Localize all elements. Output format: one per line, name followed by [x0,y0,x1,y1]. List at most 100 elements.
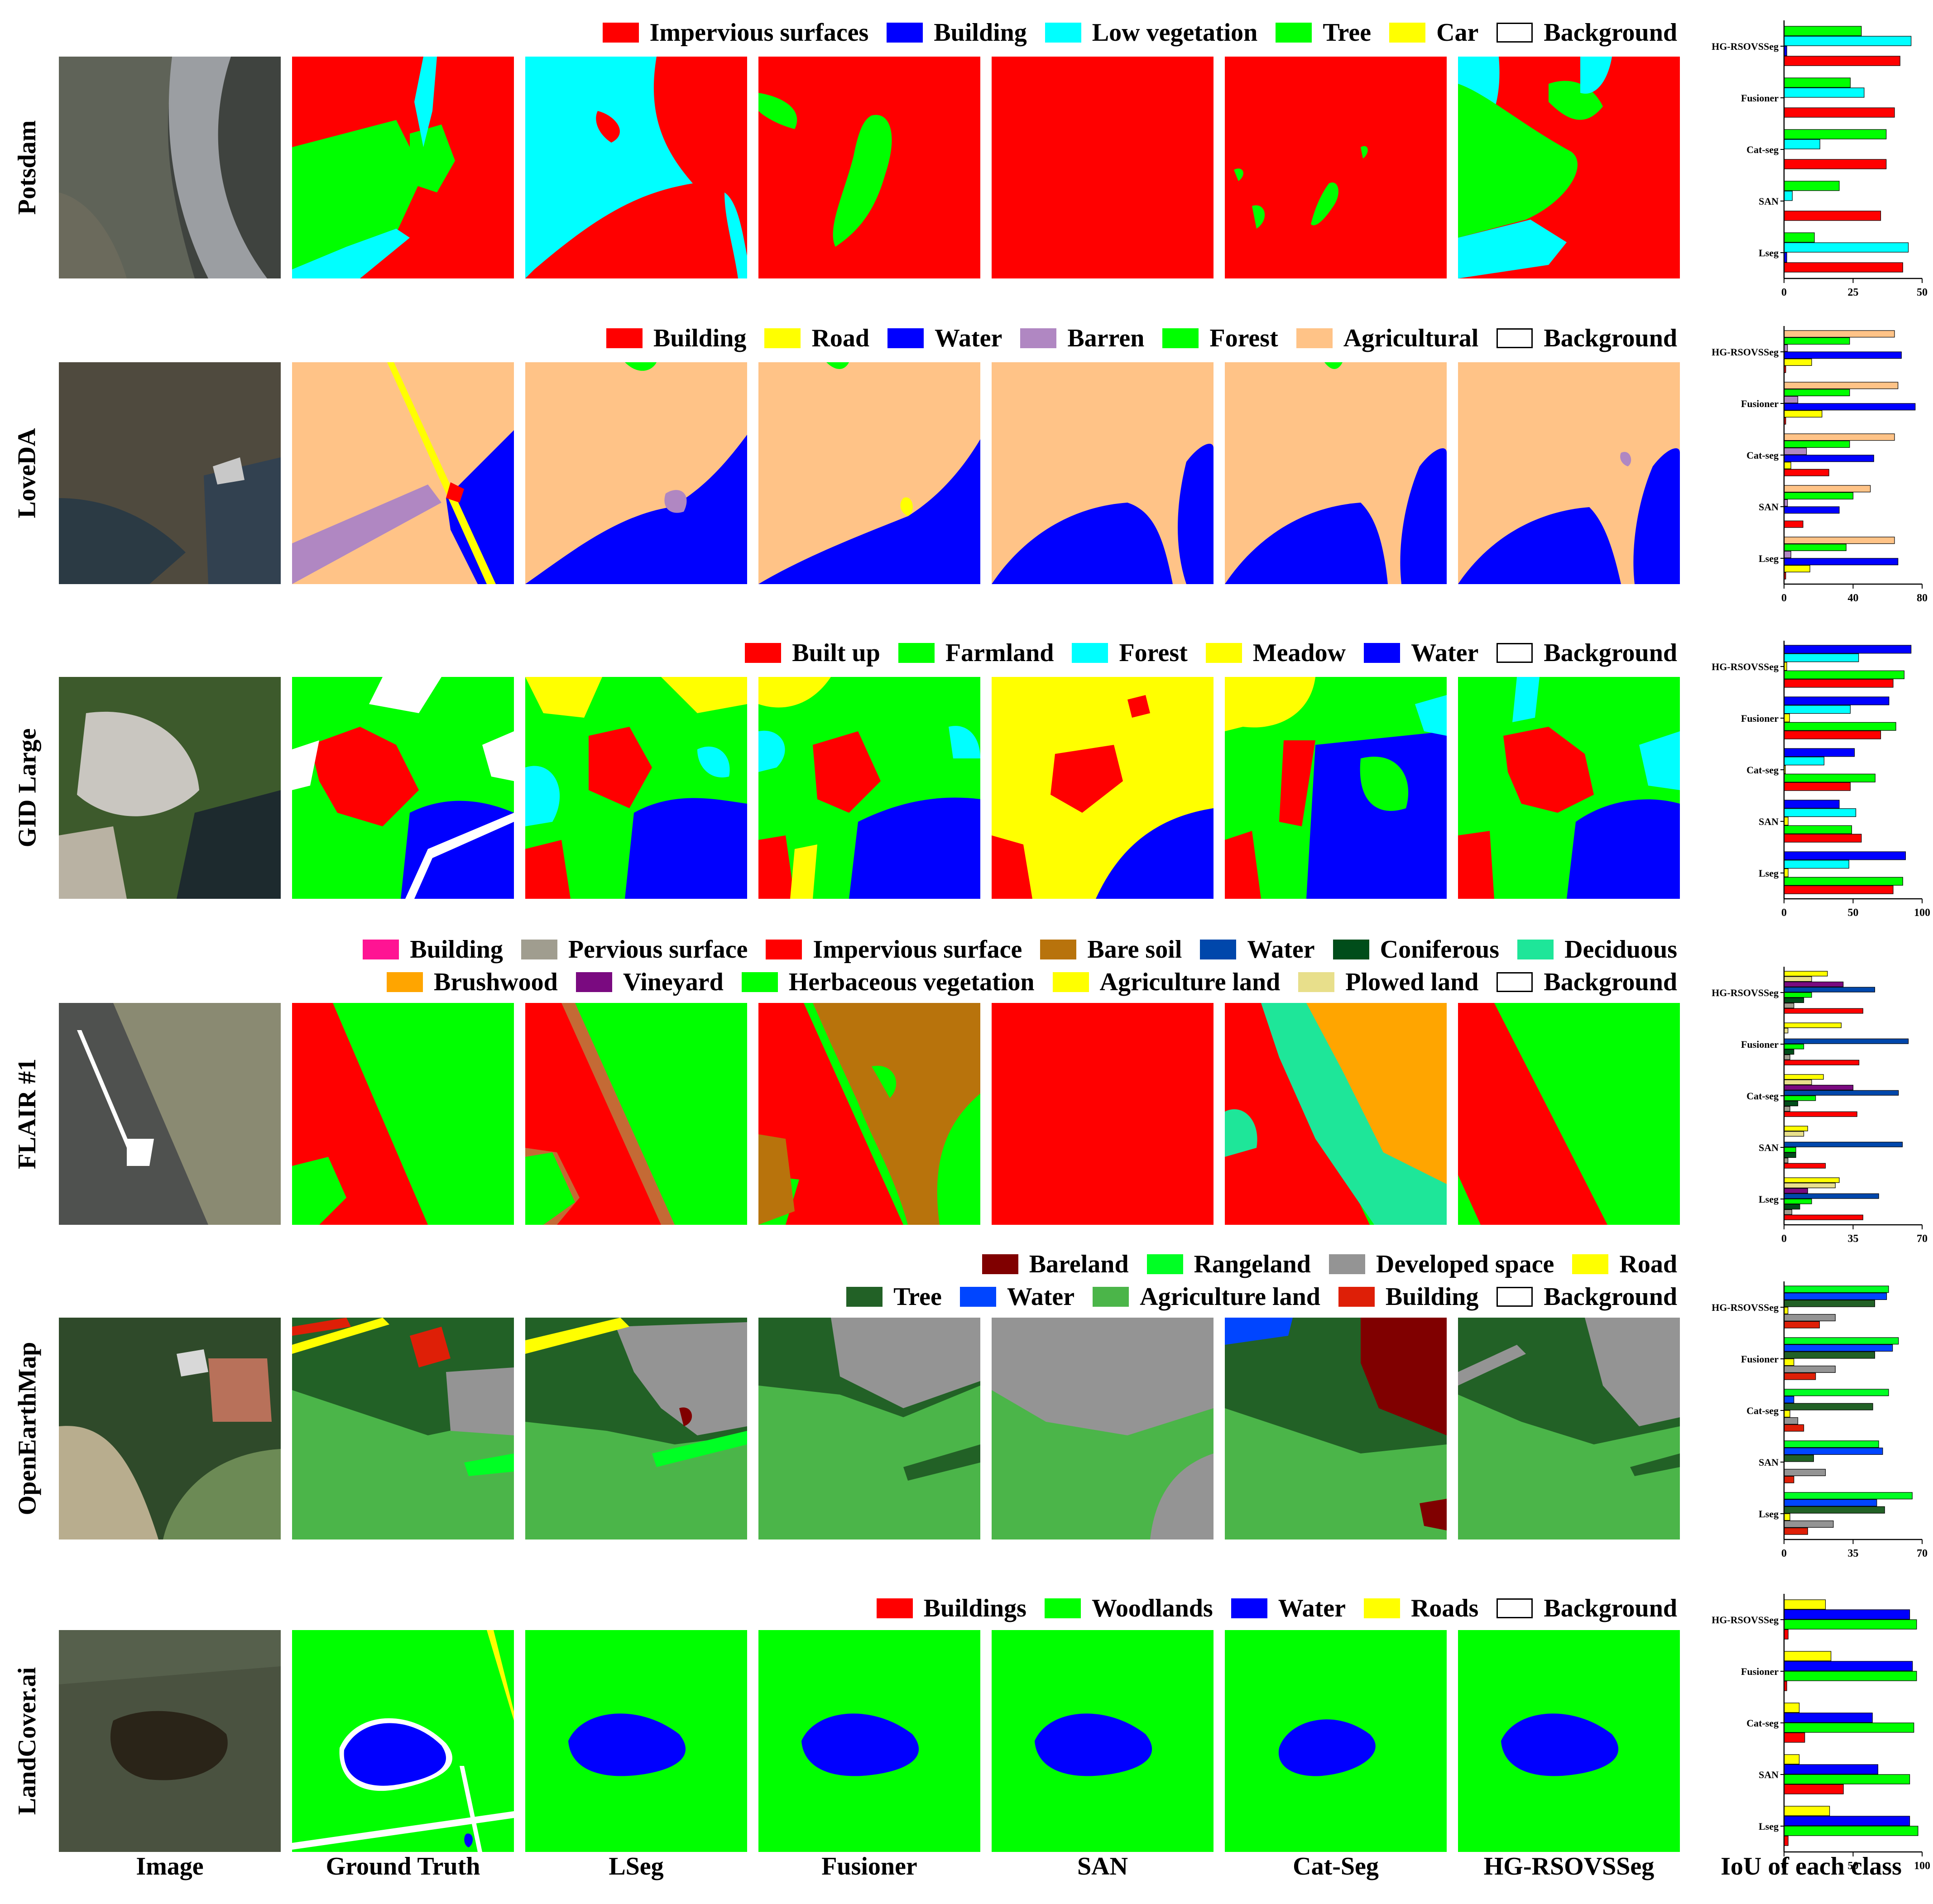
iou-bar [1784,1629,1789,1640]
iou-bar [1784,885,1894,894]
segmentation-map [992,1318,1214,1540]
legend-swatch [887,328,924,348]
legend-label: Impervious surfaces [649,19,869,47]
iou-bar [1784,1163,1826,1169]
iou-bar [1784,1754,1800,1765]
legend-label: Plowed land [1345,968,1479,996]
legend-label: Pervious surface [568,935,748,964]
method-tick-label: Fusioner [1741,713,1779,724]
legend-label: Road [1619,1250,1677,1278]
legend-item: Water [1364,638,1478,667]
legend-item: Background [1497,638,1677,667]
legend-label: Agriculture land [1140,1283,1320,1311]
method-tick-label: Lseg [1759,1508,1779,1520]
segmentation-map [992,677,1214,899]
class-legend: Bareland Rangeland Developed space Road [964,1250,1677,1279]
iou-bar [1784,757,1825,766]
legend-swatch [898,643,935,663]
iou-bar [1784,396,1799,403]
method-tick-label: Fusioner [1741,1666,1779,1677]
segmentation-map [758,677,980,899]
legend-label: Woodlands [1091,1594,1213,1622]
segmentation-map [1225,1003,1447,1225]
dataset-label: Potsdam [0,57,54,278]
iou-bar [1784,1722,1914,1733]
iou-bar [1784,181,1840,191]
iou-bar [1784,1084,1854,1090]
segmentation-mask [1458,57,1680,278]
segmentation-map [1458,57,1680,278]
iou-bar [1784,1141,1903,1147]
iou-bar [1784,26,1862,36]
method-tick-label: Lseg [1759,247,1779,259]
legend-swatch [1231,1598,1267,1618]
x-tick-label: 100 [1914,1860,1930,1872]
iou-bar [1784,1671,1917,1681]
legend-swatch [521,940,557,959]
legend-swatch [745,643,782,663]
iou-bar [1784,1079,1812,1085]
iou-bar [1784,242,1909,253]
iou-bar [1784,1469,1826,1476]
iou-bar [1784,976,1812,982]
iou-bar-chart: HG-RSOVSSeg Fusioner Cat-seg SAN Lseg 0 35 70 [1689,958,1933,1257]
satellite-image [59,1003,281,1225]
method-tick-label: Fusioner [1741,1039,1779,1050]
legend-label: Water [1007,1283,1075,1311]
legend-item: Building [363,935,503,964]
legend-item: Bare soil [1040,935,1182,964]
iou-bar [1784,1106,1790,1112]
iou-bar [1784,1101,1799,1107]
column-label: IoU of each class [1721,1852,1902,1880]
iou-svg: HG-RSOVSSeg Fusioner Cat-seg SAN Lseg 0 35 70 [1712,967,1928,1245]
legend-item: Water [959,1282,1075,1311]
legend-item: Low vegetation [1045,18,1257,47]
iou-bar [1784,851,1906,860]
method-tick-label: HG-RSOVSSeg [1712,346,1779,358]
iou-bar [1784,1038,1909,1044]
method-tick-label: HG-RSOVSSeg [1712,661,1779,672]
segmentation-map [758,1003,980,1225]
legend-swatch [1296,328,1333,348]
legend-swatch [846,1287,883,1307]
method-tick-label: HG-RSOVSSeg [1712,1614,1779,1626]
iou-bar [1784,645,1912,654]
input-image [59,362,281,584]
iou-bar [1784,382,1899,389]
legend-swatch [602,23,639,43]
iou-bar [1784,1661,1913,1671]
method-tick-label: HG-RSOVSSeg [1712,987,1779,998]
legend-item: Deciduous [1517,935,1677,964]
iou-bar [1784,748,1855,757]
segmentation-map [525,1630,747,1852]
dataset-label-text: LoveDA [13,428,41,518]
legend-swatch [1572,1254,1609,1274]
legend-swatch [1497,643,1533,663]
iou-bar [1784,1816,1910,1826]
input-image [59,677,281,899]
segmentation-map [992,1003,1214,1225]
iou-bar [1784,469,1829,476]
iou-bar [1784,1300,1875,1307]
column-label: Image [136,1852,204,1880]
segmentation-map [1458,677,1680,899]
segmentation-mask [758,1318,980,1540]
dataset-label-text: GID Large [13,728,42,848]
legend-item: Car [1389,18,1478,47]
segmentation-mask [1458,1318,1680,1540]
segmentation-map [1225,1318,1447,1540]
input-image [59,1003,281,1225]
iou-bar [1784,714,1790,723]
iou-bar [1784,551,1791,558]
dataset-label: LoveDA [0,362,54,584]
legend-label: Background [1544,639,1677,667]
segmentation-map [758,57,980,278]
segmentation-map [292,362,514,584]
segmentation-map [992,57,1214,278]
legend-swatch [1333,940,1369,959]
iou-bar [1784,670,1904,679]
legend-item: Water [887,324,1002,353]
segmentation-mask [1458,362,1680,584]
iou-bar [1784,679,1894,688]
iou-bar [1784,1448,1883,1455]
